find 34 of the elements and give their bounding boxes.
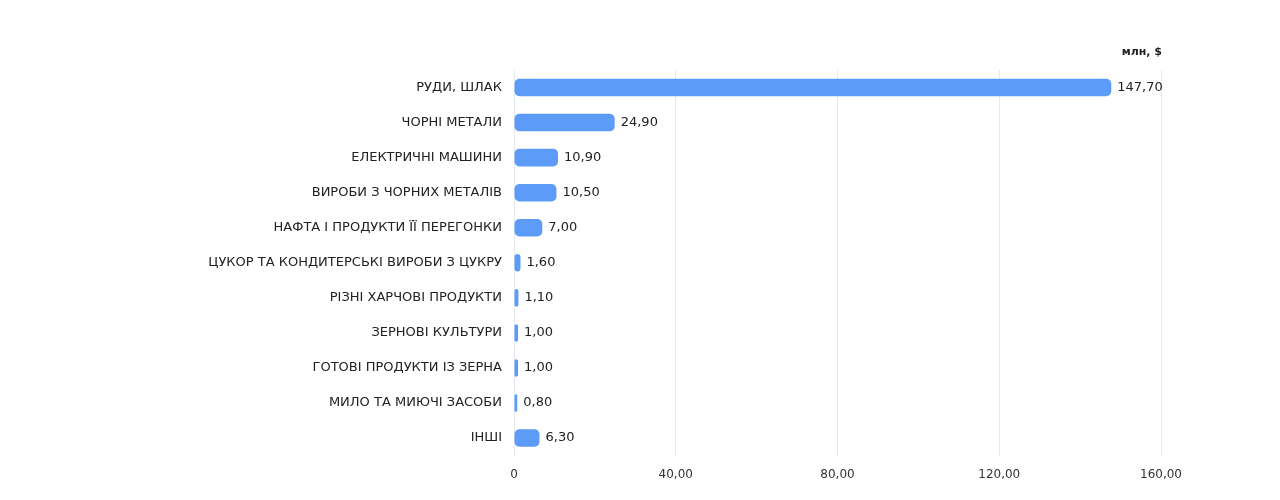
y-tick-label: ГОТОВІ ПРОДУКТИ ІЗ ЗЕРНА xyxy=(312,359,503,375)
y-tick-label: НАФТА І ПРОДУКТИ ЇЇ ПЕРЕГОНКИ xyxy=(273,219,502,235)
y-tick-label: ЗЕРНОВІ КУЛЬТУРИ xyxy=(371,324,502,340)
x-tick-label: 120,00 xyxy=(978,466,1021,481)
text: млн, $ xyxy=(1121,44,1162,58)
bar xyxy=(514,183,557,202)
y-tick-label: МИЛО ТА МИЮЧІ ЗАСОБИ xyxy=(328,394,502,410)
y-tick-label: ЧОРНІ МЕТАЛИ xyxy=(401,113,502,129)
bar xyxy=(514,148,559,167)
data-label: 0,80 xyxy=(523,394,553,410)
data-label: 10,50 xyxy=(562,184,600,200)
data-label: 7,00 xyxy=(548,219,578,235)
data-label: 1,00 xyxy=(524,359,553,375)
data-label: 1,00 xyxy=(524,324,553,340)
data-label: 10,90 xyxy=(564,149,602,165)
y-tick-label: ЕЛЕКТРИЧНІ МАШИНИ xyxy=(351,149,502,165)
y-tick-label: ІНШІ xyxy=(470,429,502,445)
bar xyxy=(514,218,543,237)
y-tick-label: РУДИ, ШЛАК xyxy=(416,78,502,94)
x-tick-label: 160,00 xyxy=(1140,466,1182,481)
x-tick-label: 0 xyxy=(510,466,518,481)
data-label: 1,60 xyxy=(526,254,556,270)
y-tick-label: РІЗНІ ХАРЧОВІ ПРОДУКТИ xyxy=(329,289,502,305)
bar xyxy=(514,78,1112,97)
x-tick-label: 80,00 xyxy=(820,466,855,481)
y-tick-label: ВИРОБИ З ЧОРНИХ МЕТАЛІВ xyxy=(311,184,502,200)
data-label: 147,70 xyxy=(1117,78,1163,94)
y-tick-label: ЦУКОР ТА КОНДИТЕРСЬКІ ВИРОБИ З ЦУКРУ xyxy=(208,254,503,270)
x-tick-label: 40,00 xyxy=(658,466,693,481)
data-label: 24,90 xyxy=(620,113,658,129)
bar xyxy=(514,429,540,447)
bar xyxy=(514,113,615,132)
data-label: 6,30 xyxy=(545,429,575,445)
data-label: 1,10 xyxy=(524,289,554,305)
